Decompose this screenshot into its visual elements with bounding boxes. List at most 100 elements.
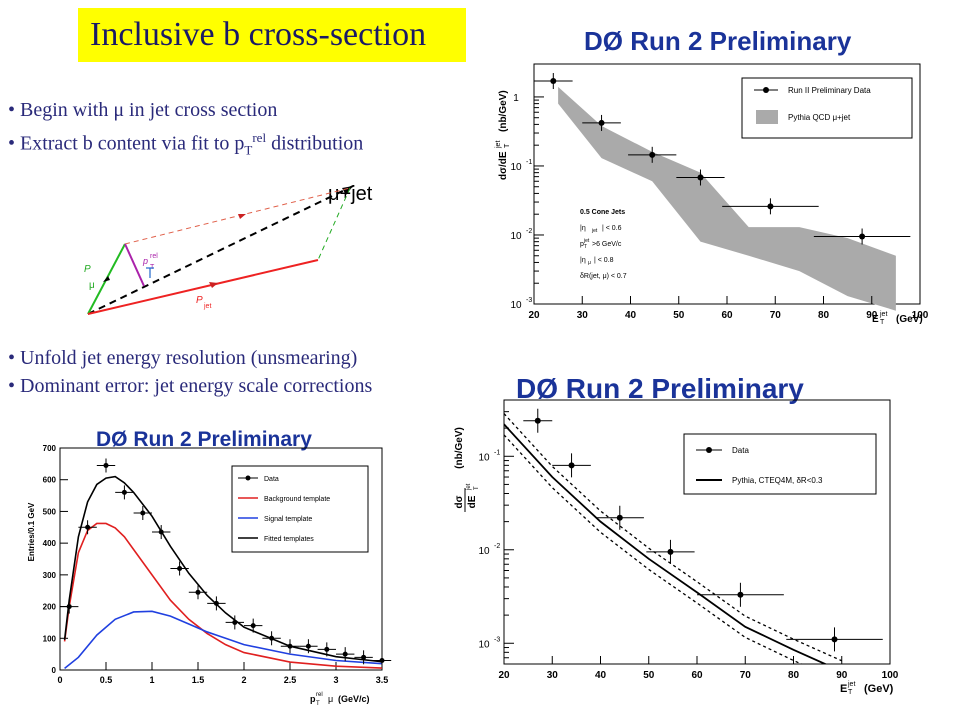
slide-title: Inclusive b cross-section bbox=[78, 8, 466, 62]
chart1-xtick-label: 100 bbox=[912, 310, 929, 321]
chart2-ytick-label: 600 bbox=[43, 476, 57, 485]
p-mu-arrow bbox=[103, 276, 110, 282]
chart1-cut-2-rest: | < 0.6 bbox=[602, 225, 622, 232]
chart1-xlabel-sub: T bbox=[880, 319, 885, 326]
bullet-list-bottom: • Unfold jet energy resolution (unsmeari… bbox=[8, 344, 372, 400]
chart1-ytick-label: 10 bbox=[510, 300, 522, 311]
chart2-legend-label: Signal template bbox=[264, 516, 312, 523]
chart1-xtick-label: 50 bbox=[673, 310, 685, 321]
chart3-xtick-label: 100 bbox=[882, 670, 899, 681]
chart1-cut-2-sub: jet bbox=[591, 228, 598, 234]
chart2-data-point bbox=[269, 635, 275, 641]
chart3-ylabel-sup: jet bbox=[466, 483, 472, 491]
chart3-xtick-label: 30 bbox=[547, 670, 559, 681]
chart2-data-point bbox=[379, 657, 385, 663]
chart1-xtick-label: 80 bbox=[818, 310, 830, 321]
chart1-plot: 20 30 40 50 60 70 80 90 100 10 -3 10 -2 10 -1 1 Run II P… bbox=[495, 63, 929, 326]
chart3-plot: 20 30 40 50 60 70 80 90 100 10 -3 10 -2 10 -1 Data Pythi… bbox=[454, 399, 899, 696]
p-jet-sub: jet bbox=[203, 303, 211, 310]
chart2-legend-marker bbox=[245, 475, 251, 481]
chart3-legend-marker-data bbox=[706, 447, 712, 453]
chart2-xlabel-mu: μ bbox=[328, 694, 333, 704]
bullet-1: • Begin with μ in jet cross section bbox=[8, 99, 278, 121]
chart1-xlabel-sup: jet bbox=[879, 311, 887, 318]
chart2-legend-label: Background template bbox=[264, 496, 330, 503]
chart3-ytick-label: 10 bbox=[478, 639, 490, 650]
chart-cross-section-bottom: DØ Run 2 Preliminary 20 30 40 50 60 70 80 90 100… bbox=[440, 366, 950, 714]
chart2-curve-3 bbox=[63, 475, 383, 663]
chart2-ylabel: Entries/0.1 GeV bbox=[27, 502, 36, 561]
chart2-curve-1 bbox=[63, 522, 383, 669]
chart3-ytick-label: 10 bbox=[478, 452, 490, 463]
chart2-xtick-label: 3 bbox=[333, 675, 338, 685]
chart3-xtick-label: 50 bbox=[643, 670, 655, 681]
chart1-ylabel-sub: T bbox=[504, 143, 511, 148]
chart2-xlabel-unit: (GeV/c) bbox=[338, 694, 370, 704]
chart3-xlabel-sub: T bbox=[848, 689, 853, 696]
dashed-red-line bbox=[124, 187, 351, 245]
chart1-cut-3-sup: jet bbox=[583, 238, 590, 244]
chart1-ylabel-group: dσ/dE jet T (nb/GeV) bbox=[495, 90, 511, 180]
chart2-xtick-label: 3.5 bbox=[376, 675, 389, 685]
chart2-ytick-label: 700 bbox=[43, 444, 57, 453]
chart1-data-point bbox=[859, 233, 866, 240]
chart3-data-point bbox=[667, 548, 674, 555]
chart3-data-point bbox=[534, 417, 541, 424]
chart1-legend-marker-band bbox=[756, 110, 778, 124]
chart3-data-point bbox=[616, 514, 623, 521]
mujet-vector bbox=[87, 185, 354, 315]
chart3-xtick-label: 60 bbox=[691, 670, 703, 681]
chart1-cut-3-sub: T bbox=[584, 244, 587, 250]
chart3-ytick-exp: -1 bbox=[494, 449, 500, 456]
chart3-ylabel: dσ bbox=[454, 495, 465, 508]
chart-cross-section-top: DØ Run 2 Preliminary 20 30 40 50 60 70 80 90 100… bbox=[484, 10, 950, 328]
chart3-ytick-label: 10 bbox=[478, 546, 490, 557]
chart2-ytick-label: 100 bbox=[43, 634, 57, 643]
chart2-data-point bbox=[158, 529, 164, 535]
chart3-xtick-label: 90 bbox=[836, 670, 848, 681]
chart1-legend-band: Pythia QCD μ+jet bbox=[788, 113, 851, 122]
bullet-2-sub: T bbox=[244, 142, 253, 158]
chart2-data-point bbox=[121, 489, 127, 495]
chart1-ytick-label: 10 bbox=[510, 231, 522, 242]
bullet-2-sup: rel bbox=[252, 130, 267, 145]
chart3-ylabel-denom: dE bbox=[467, 495, 478, 508]
p-jet-arrow bbox=[209, 282, 218, 288]
chart2-legend-label: Data bbox=[264, 476, 279, 483]
chart1-data-point bbox=[598, 119, 605, 126]
chart1-ytick-exp: -3 bbox=[526, 297, 532, 304]
chart3-xlabel-sup: jet bbox=[847, 681, 855, 688]
chart2-xtick-label: 0 bbox=[57, 675, 62, 685]
chart3-title: DØ Run 2 Preliminary bbox=[516, 373, 804, 404]
chart3-legend-theory: Pythia, CTEQ4M, δR<0.3 bbox=[732, 476, 823, 485]
chart2-data-point bbox=[195, 589, 201, 595]
chart3-xlabel-unit: (GeV) bbox=[864, 683, 894, 695]
bullet-list-top: • Begin with μ in jet cross section • Ex… bbox=[8, 96, 363, 165]
chart3-xtick-label: 80 bbox=[788, 670, 800, 681]
chart3-data-point bbox=[737, 591, 744, 598]
diagram-mujet-label: μ+jet bbox=[328, 183, 373, 205]
chart2-xtick-label: 2.5 bbox=[284, 675, 297, 685]
prel-vector bbox=[124, 243, 145, 287]
chart2-data-point bbox=[342, 651, 348, 657]
chart2-xlabel-sub: T bbox=[316, 701, 320, 707]
chart3-xtick-label: 40 bbox=[595, 670, 607, 681]
chart2-ytick-label: 0 bbox=[52, 666, 57, 675]
chart2-xtick-label: 1.5 bbox=[192, 675, 205, 685]
chart3-background bbox=[440, 366, 950, 714]
chart1-ytick-exp: -1 bbox=[526, 159, 532, 166]
chart1-xtick-label: 60 bbox=[721, 310, 733, 321]
chart2-legend-label: Fitted templates bbox=[264, 536, 314, 543]
chart2-frame bbox=[59, 447, 383, 671]
chart3-xtick-label: 20 bbox=[498, 670, 510, 681]
dashed-green-line bbox=[317, 187, 351, 261]
chart3-xtick-label: 70 bbox=[740, 670, 752, 681]
chart1-xtick-label: 20 bbox=[528, 310, 540, 321]
chart1-cut-5: δR(jet, μ) < 0.7 bbox=[580, 273, 627, 280]
dashed-red-arrow bbox=[238, 214, 246, 219]
chart3-data-point bbox=[831, 636, 838, 643]
chart2-xtick-label: 2 bbox=[241, 675, 246, 685]
chart1-xlabel-unit: (GeV) bbox=[896, 314, 923, 325]
chart3-xlabel: E bbox=[840, 683, 847, 695]
chart3-ylabel-unit: (nb/GeV) bbox=[454, 427, 465, 469]
